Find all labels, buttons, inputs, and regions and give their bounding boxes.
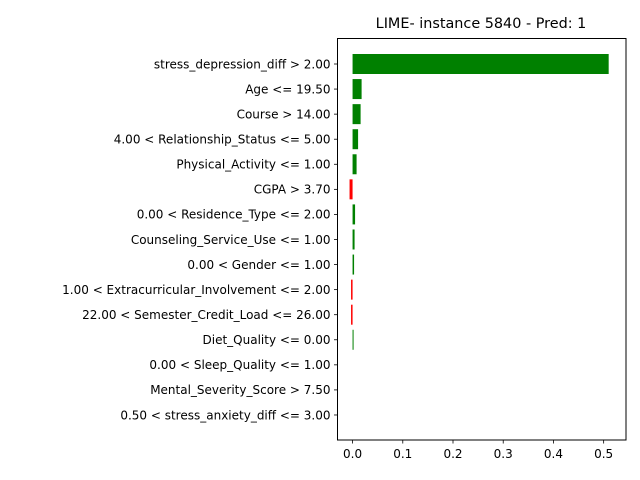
y-tick-label-1: Age <= 19.50 xyxy=(245,82,330,96)
bar-4 xyxy=(352,154,357,175)
bar-5 xyxy=(349,179,353,200)
bar-6 xyxy=(352,204,356,225)
bar-0 xyxy=(352,54,609,74)
x-tick-label-5: 0.5 xyxy=(594,447,613,461)
y-tick-label-2: Course > 14.00 xyxy=(237,107,331,121)
y-tick-label-8: 0.00 < Gender <= 1.00 xyxy=(187,258,330,272)
y-tick-label-11: Diet_Quality <= 0.00 xyxy=(203,333,331,347)
bar-11 xyxy=(352,329,354,350)
bar-8 xyxy=(352,254,355,275)
bar-7 xyxy=(352,229,355,250)
y-tick-label-5: CGPA > 3.70 xyxy=(254,183,331,197)
y-tick-label-13: Mental_Severity_Score > 7.50 xyxy=(150,383,330,397)
y-tick-label-9: 1.00 < Extracurricular_Involvement <= 2.… xyxy=(62,283,330,297)
y-tick-label-7: Counseling_Service_Use <= 1.00 xyxy=(131,233,331,247)
bars-layer xyxy=(349,54,609,350)
y-tick-label-14: 0.50 < stress_anxiety_diff <= 3.00 xyxy=(120,408,330,422)
bar-3 xyxy=(352,129,359,150)
bar-10 xyxy=(351,304,353,325)
y-tick-label-6: 0.00 < Residence_Type <= 2.00 xyxy=(137,208,331,222)
plot-area-frame xyxy=(337,38,627,441)
y-tick-label-0: stress_depression_diff > 2.00 xyxy=(154,57,331,71)
y-tick-label-10: 22.00 < Semester_Credit_Load <= 26.00 xyxy=(82,308,330,322)
x-axis: 0.0 0.1 0.2 0.3 0.4 0.5 xyxy=(343,440,613,461)
x-tick-label-3: 0.3 xyxy=(494,447,513,461)
y-tick-label-4: Physical_Activity <= 1.00 xyxy=(176,158,330,172)
x-tick-label-2: 0.2 xyxy=(443,447,462,461)
x-tick-label-1: 0.1 xyxy=(393,447,412,461)
x-tick-label-4: 0.4 xyxy=(544,447,563,461)
bar-1 xyxy=(352,79,362,100)
bar-9 xyxy=(351,279,353,300)
chart-title: LIME- instance 5840 - Pred: 1 xyxy=(376,16,587,32)
bar-2 xyxy=(352,104,361,125)
x-tick-label-0: 0.0 xyxy=(343,447,362,461)
y-tick-label-12: 0.00 < Sleep_Quality <= 1.00 xyxy=(149,358,330,372)
y-tick-labels: stress_depression_diff > 2.00 Age <= 19.5… xyxy=(62,57,338,422)
y-tick-label-3: 4.00 < Relationship_Status <= 5.00 xyxy=(114,133,331,147)
